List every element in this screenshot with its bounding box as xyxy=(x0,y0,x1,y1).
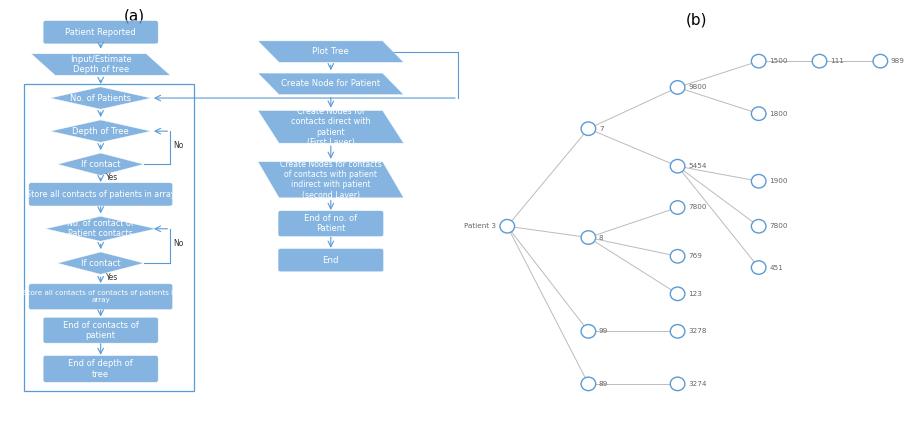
Text: 1900: 1900 xyxy=(769,178,787,184)
Text: 3278: 3278 xyxy=(688,329,706,335)
Circle shape xyxy=(751,175,766,188)
Text: Plot Tree: Plot Tree xyxy=(313,47,349,56)
Text: Depth of Tree: Depth of Tree xyxy=(72,127,129,135)
Circle shape xyxy=(812,54,827,68)
Text: 769: 769 xyxy=(688,253,702,259)
Circle shape xyxy=(581,231,596,244)
Text: 89: 89 xyxy=(599,381,609,387)
Text: 8: 8 xyxy=(599,234,604,240)
Text: (b): (b) xyxy=(685,13,707,28)
Polygon shape xyxy=(45,216,156,241)
Circle shape xyxy=(670,160,685,173)
Text: Store all contacts of contacts of patients in
array: Store all contacts of contacts of patien… xyxy=(23,290,178,303)
Text: Create Nodes for
contacts direct with
patient
(First Layer): Create Nodes for contacts direct with pa… xyxy=(291,107,371,147)
Text: Yes: Yes xyxy=(106,173,119,182)
Circle shape xyxy=(500,219,514,233)
Text: End of no. of
Patient: End of no. of Patient xyxy=(304,214,358,233)
Polygon shape xyxy=(57,252,144,274)
Circle shape xyxy=(751,261,766,274)
Text: 7: 7 xyxy=(599,126,604,132)
Text: Input/Estimate
Depth of tree: Input/Estimate Depth of tree xyxy=(70,55,132,74)
Text: 5454: 5454 xyxy=(688,163,706,169)
Polygon shape xyxy=(51,87,151,109)
Circle shape xyxy=(751,107,766,120)
Text: 111: 111 xyxy=(830,58,844,64)
Text: 1500: 1500 xyxy=(769,58,787,64)
Polygon shape xyxy=(31,54,171,75)
Text: No: No xyxy=(173,141,183,150)
Text: Patient Reported: Patient Reported xyxy=(65,28,136,37)
FancyBboxPatch shape xyxy=(29,183,172,206)
Text: No: No xyxy=(173,239,183,248)
Circle shape xyxy=(873,54,888,68)
Text: 99: 99 xyxy=(599,329,609,335)
Circle shape xyxy=(751,219,766,233)
Text: 451: 451 xyxy=(769,264,783,270)
Circle shape xyxy=(581,377,596,390)
Polygon shape xyxy=(258,111,404,143)
FancyBboxPatch shape xyxy=(278,211,384,236)
Text: 123: 123 xyxy=(688,291,702,297)
Text: Create Nodes for contacts
of contacts with patient
indirect with patient
(second: Create Nodes for contacts of contacts wi… xyxy=(280,160,382,200)
Circle shape xyxy=(670,249,685,263)
Text: 9800: 9800 xyxy=(688,84,706,90)
FancyBboxPatch shape xyxy=(43,21,159,44)
Text: No. of Patients: No. of Patients xyxy=(70,94,131,102)
Text: End of depth of
tree: End of depth of tree xyxy=(68,359,133,379)
Text: Patient 3: Patient 3 xyxy=(464,223,496,229)
FancyBboxPatch shape xyxy=(43,356,159,382)
Circle shape xyxy=(670,287,685,301)
Text: End: End xyxy=(323,256,339,264)
Circle shape xyxy=(670,201,685,214)
Text: 3274: 3274 xyxy=(688,381,706,387)
Text: End of contacts of
patient: End of contacts of patient xyxy=(63,320,138,340)
Circle shape xyxy=(670,377,685,390)
Polygon shape xyxy=(258,73,404,95)
Text: Store all contacts of patients in array: Store all contacts of patients in array xyxy=(26,190,175,199)
FancyBboxPatch shape xyxy=(43,317,159,343)
Circle shape xyxy=(751,54,766,68)
Polygon shape xyxy=(258,162,404,198)
Text: 7800: 7800 xyxy=(769,223,787,229)
Circle shape xyxy=(670,81,685,94)
Text: If contact: If contact xyxy=(81,160,121,169)
Text: 1800: 1800 xyxy=(769,111,787,117)
Text: Yes: Yes xyxy=(106,273,119,282)
Polygon shape xyxy=(51,120,151,142)
Text: 7800: 7800 xyxy=(688,205,706,211)
FancyBboxPatch shape xyxy=(278,249,384,272)
Text: If contact: If contact xyxy=(81,259,121,267)
Circle shape xyxy=(581,325,596,338)
Circle shape xyxy=(581,122,596,135)
Text: Create Node for Patient: Create Node for Patient xyxy=(281,80,381,88)
Text: 989: 989 xyxy=(891,58,904,64)
Text: No. of contact of
Patient contacts: No. of contact of Patient contacts xyxy=(67,219,134,239)
Polygon shape xyxy=(258,41,404,62)
Polygon shape xyxy=(57,153,144,175)
Text: (a): (a) xyxy=(124,9,145,24)
Circle shape xyxy=(670,325,685,338)
FancyBboxPatch shape xyxy=(29,284,172,310)
